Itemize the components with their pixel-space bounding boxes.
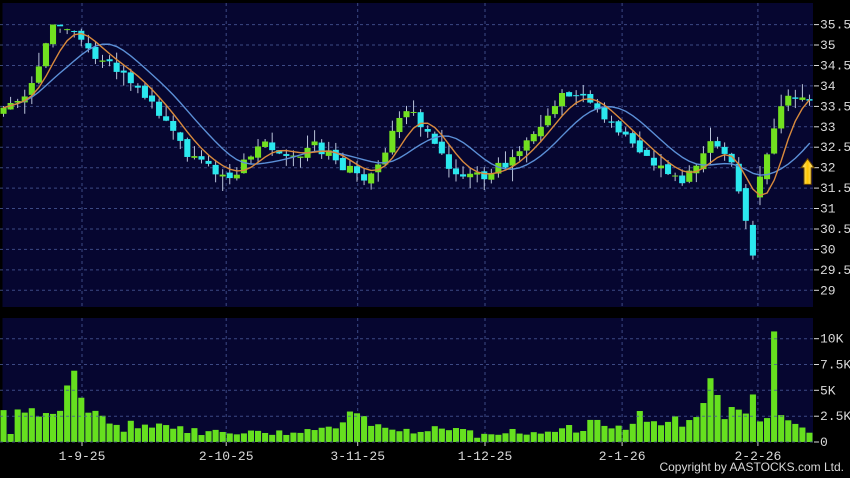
svg-text:1-9-25: 1-9-25 bbox=[59, 449, 106, 464]
svg-text:2-1-26: 2-1-26 bbox=[599, 449, 646, 464]
svg-text:2.5K: 2.5K bbox=[820, 409, 850, 424]
svg-text:0: 0 bbox=[820, 435, 828, 450]
svg-text:29.5: 29.5 bbox=[820, 263, 850, 278]
svg-text:31: 31 bbox=[820, 202, 836, 217]
svg-text:2-10-25: 2-10-25 bbox=[199, 449, 254, 464]
svg-text:10K: 10K bbox=[820, 332, 844, 347]
svg-text:7.5K: 7.5K bbox=[820, 358, 850, 373]
svg-text:32: 32 bbox=[820, 161, 836, 176]
svg-text:3-11-25: 3-11-25 bbox=[330, 449, 385, 464]
svg-text:29: 29 bbox=[820, 283, 836, 298]
svg-text:33.5: 33.5 bbox=[820, 99, 850, 114]
svg-text:35: 35 bbox=[820, 38, 836, 53]
svg-text:30: 30 bbox=[820, 242, 836, 257]
svg-text:1-12-25: 1-12-25 bbox=[458, 449, 513, 464]
svg-text:34.5: 34.5 bbox=[820, 59, 850, 74]
svg-text:33: 33 bbox=[820, 120, 836, 135]
svg-text:31.5: 31.5 bbox=[820, 181, 850, 196]
svg-text:35.5: 35.5 bbox=[820, 18, 850, 33]
svg-text:34: 34 bbox=[820, 79, 836, 94]
svg-text:32.5: 32.5 bbox=[820, 140, 850, 155]
svg-text:5K: 5K bbox=[820, 383, 836, 398]
svg-text:30.5: 30.5 bbox=[820, 222, 850, 237]
